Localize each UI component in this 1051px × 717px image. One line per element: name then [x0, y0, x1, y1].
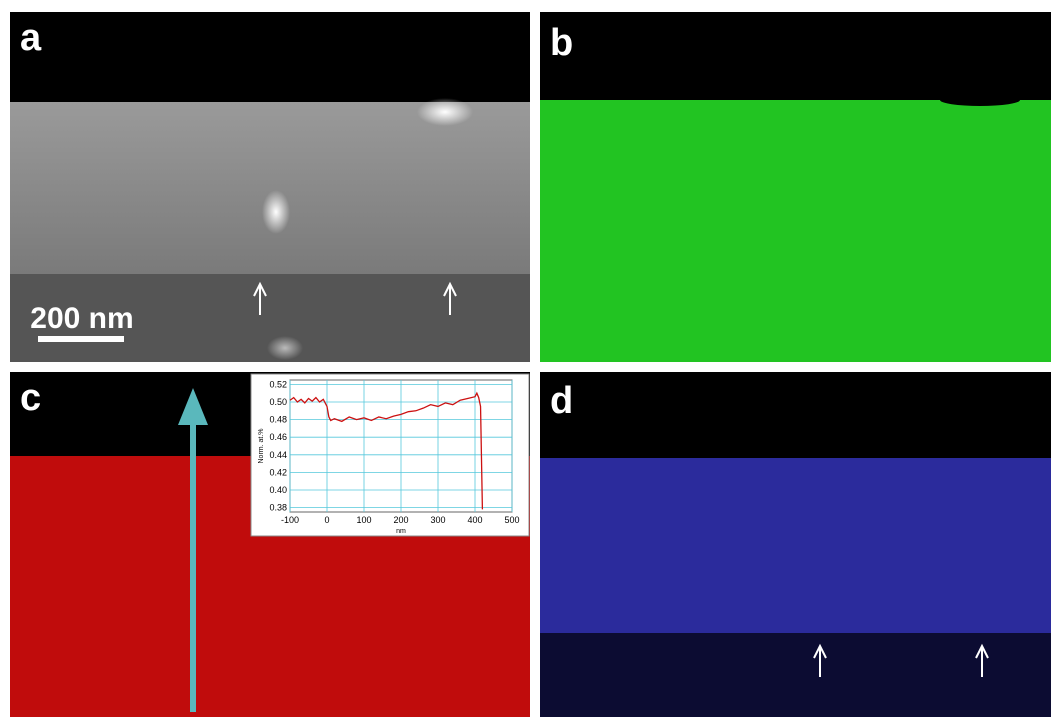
x-tick-label: 100: [356, 515, 371, 525]
x-tick-label: 0: [324, 515, 329, 525]
x-axis-label: nm: [396, 528, 406, 535]
x-tick-label: 200: [393, 515, 408, 525]
x-tick-label: 400: [467, 515, 482, 525]
y-tick-label: 0.48: [269, 415, 287, 425]
data-line: [289, 391, 484, 510]
x-tick-label: -100: [281, 515, 299, 525]
panel-d: d: [540, 372, 1051, 717]
y-tick-label: 0.42: [269, 467, 287, 477]
panel-b: b: [540, 12, 1051, 362]
y-tick-label: 0.44: [269, 450, 287, 460]
y-tick-label: 0.52: [269, 379, 287, 389]
y-tick-label: 0.38: [269, 503, 287, 513]
y-tick-label: 0.46: [269, 432, 287, 442]
panel-label: b: [550, 22, 573, 64]
panel-label: a: [20, 17, 42, 59]
y-axis-label: Norm. at.%: [258, 428, 265, 463]
panel-label: c: [20, 377, 41, 419]
scale-bar-label: 200 nm: [30, 302, 133, 335]
panel-a: 200 nm a: [10, 12, 530, 362]
x-tick-label: 300: [430, 515, 445, 525]
y-tick-label: 0.50: [269, 397, 287, 407]
y-tick-label: 0.40: [269, 485, 287, 495]
x-tick-label: 500: [504, 515, 519, 525]
panel-label: d: [550, 380, 573, 422]
